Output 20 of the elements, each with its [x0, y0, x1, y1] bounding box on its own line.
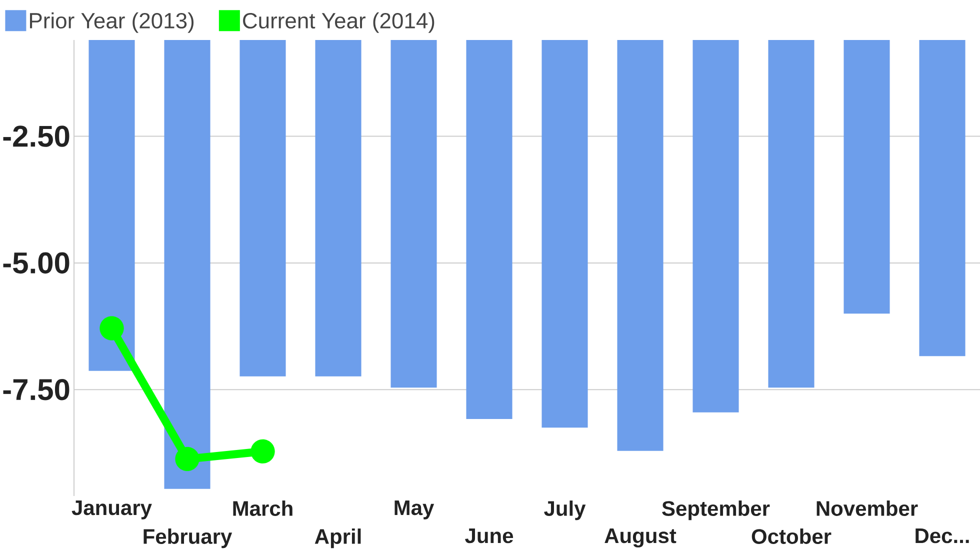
legend-label: Current Year (2014): [243, 12, 434, 33]
x-tick-label: September: [662, 500, 770, 520]
x-tick-label: May: [394, 500, 434, 520]
x-tick-label: October: [752, 528, 832, 544]
point: [100, 316, 124, 340]
point: [175, 446, 200, 472]
point: [250, 439, 275, 464]
x-tick-label: August: [604, 528, 676, 548]
x-tick-label: April: [314, 528, 361, 548]
y-tick-label: -2.50: [3, 126, 70, 147]
x-tick-label: June: [465, 528, 514, 544]
x-tick-label: November: [816, 500, 918, 516]
x-tick-label: March: [233, 500, 292, 516]
x-tick-label: February: [144, 528, 232, 548]
x-tick-label: January: [72, 500, 152, 520]
legend-label: Prior Year (2013): [30, 12, 194, 33]
x-tick-label: July: [544, 500, 586, 520]
x-tick-label: Dec...: [916, 528, 969, 544]
y-tick-label: -5.00: [3, 252, 70, 274]
y-tick-label: -7.50: [3, 378, 70, 400]
